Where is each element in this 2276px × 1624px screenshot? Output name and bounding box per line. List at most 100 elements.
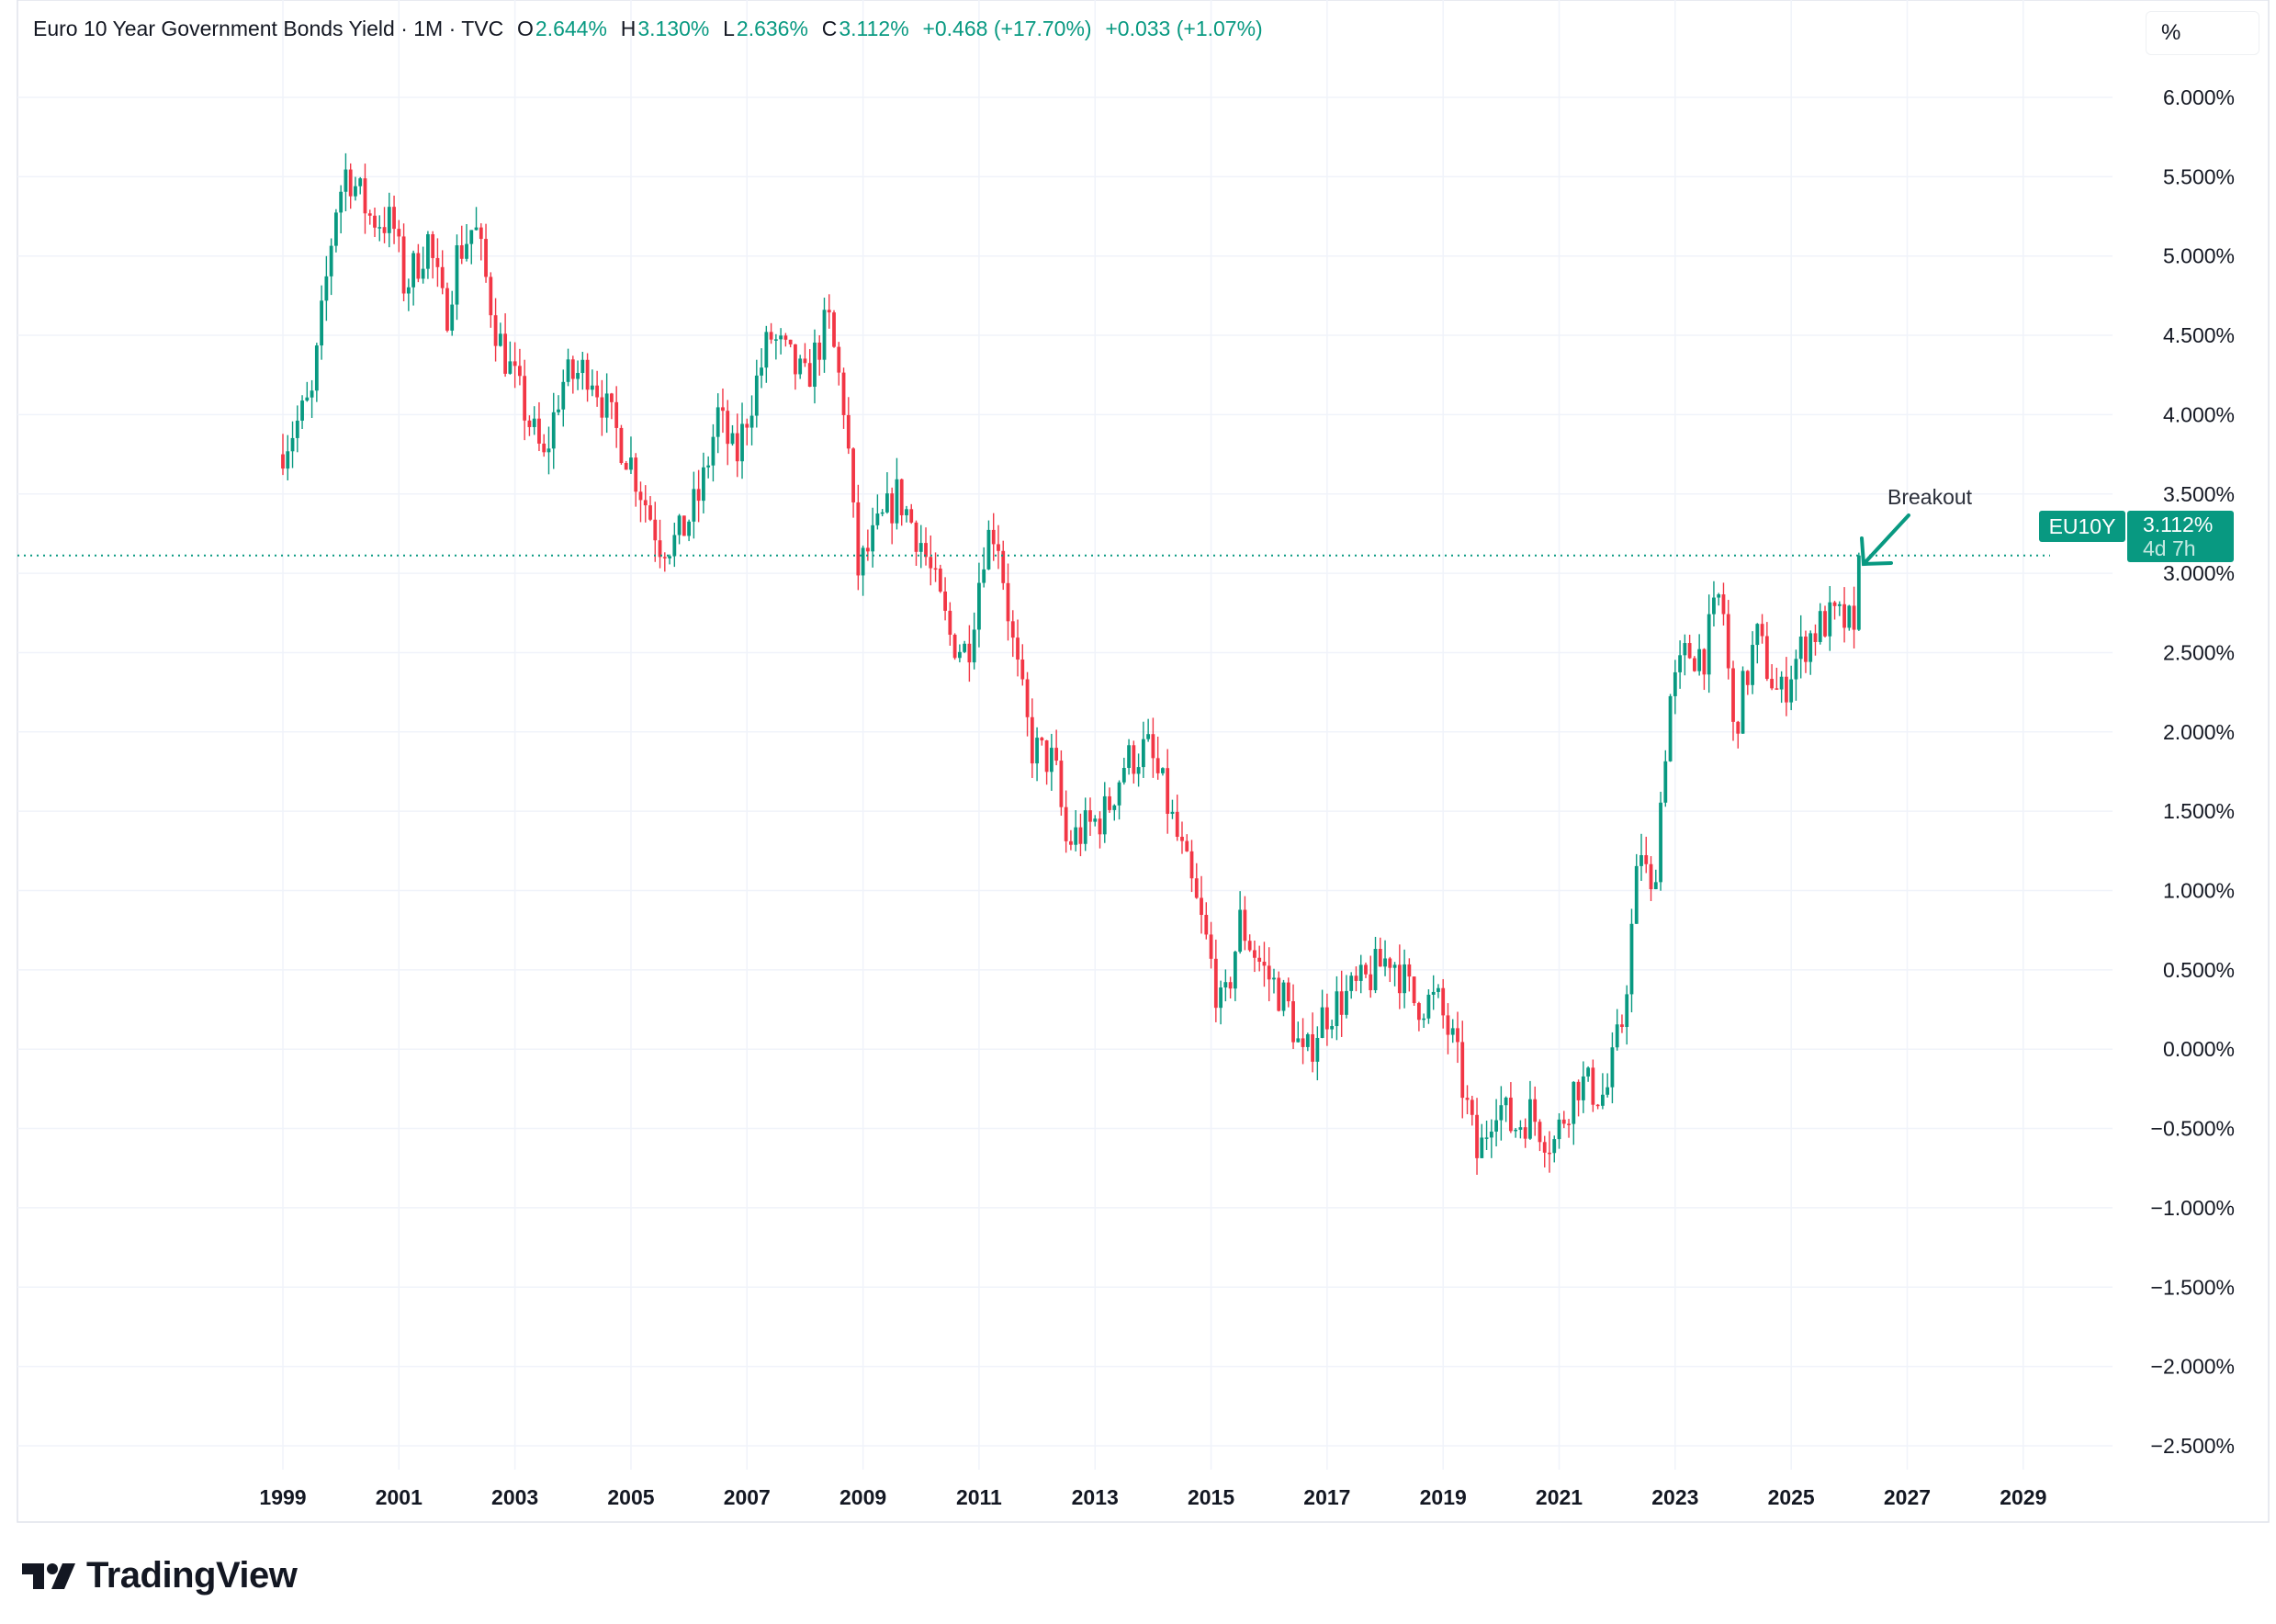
candle-up [1697,634,1702,676]
candle-body [1770,679,1775,689]
candle-down [1286,977,1290,1008]
candle-up [1281,979,1286,1017]
candle-body [788,339,793,344]
candle-down [1185,834,1189,852]
symbol-title[interactable]: Euro 10 Year Government Bonds Yield · 1M… [33,17,504,40]
candle-down [1388,956,1392,983]
candle-down [745,418,749,445]
candle-body [909,509,914,523]
candle-up [546,426,551,475]
candle-up [1330,1020,1335,1039]
candle-down [1416,1001,1421,1032]
candle-down [373,207,377,238]
candle-body [532,418,536,427]
tradingview-logo[interactable]: TradingView [22,1555,298,1596]
candle-body [595,385,600,398]
candle-up [692,471,696,539]
candle-down [1369,955,1373,998]
candle-down [1446,1003,1450,1054]
arrow-icon [1860,513,1910,567]
candle-body [1514,1129,1518,1132]
candle-body [1828,602,1832,637]
candle-up [1450,1019,1455,1043]
candle-body [1755,624,1760,646]
candle-body [822,310,827,360]
candle-body [320,300,324,346]
candle-up [305,381,310,402]
candle-up [1136,753,1141,787]
candle-body [1504,1097,1508,1106]
candle-body [1132,745,1136,774]
candle-body [1751,645,1754,685]
candle-down [1764,622,1769,682]
price-label: EU10Y 3.112% 4d 7h [2039,511,2234,562]
candle-up [1305,1032,1310,1052]
y-tick-label: 0.000% [2163,1037,2235,1061]
candle-up [1634,853,1639,924]
candle-body [1470,1100,1474,1115]
candle-body [590,385,594,390]
candle-down [634,453,638,507]
candle-body [1020,660,1025,680]
candle-down [1770,664,1775,691]
candle-down [1040,737,1044,746]
candle-body [1523,1127,1527,1139]
candle-up [1480,1123,1484,1159]
candle-up [1093,815,1098,827]
candle-body [721,407,725,412]
candle-body [1040,738,1044,741]
candles [281,152,1861,1175]
candle-down [1412,976,1416,1006]
candle-down [397,220,401,253]
candle-up [963,640,967,654]
candle-up [1514,1128,1518,1138]
candle-up [1141,721,1145,778]
candle-body [1117,782,1121,806]
change-value-2: +0.033 (+1.07%) [1105,17,1263,40]
candle-body [300,400,304,421]
candle-body [648,505,652,520]
low-value: 2.636% [736,17,808,40]
change-value: +0.468 (+17.70%) [922,17,1092,40]
candle-down [513,342,517,389]
candle-up [387,192,391,248]
candle-up [566,348,570,387]
candle-body [1180,836,1184,841]
open-value: 2.644% [535,17,607,40]
candle-body [817,342,822,360]
y-tick-label: 4.500% [2163,323,2235,347]
candle-body [1644,855,1649,864]
candle-body [1581,1076,1585,1100]
candle-up [286,434,290,480]
candle-body [783,335,788,340]
candle-down [614,386,619,448]
candle-body [1678,655,1683,672]
candle-body [465,243,468,259]
candle-body [474,227,479,231]
candle-up [1102,782,1107,843]
candle-down [1548,1131,1551,1173]
candle-down [1523,1118,1527,1148]
candle-body [1697,648,1702,671]
candle-body [735,433,739,462]
candle-down [281,434,285,476]
candle-body [715,407,720,437]
candle-body [1311,1034,1314,1062]
candle-body [295,420,299,438]
percent-scale-button[interactable]: % [2146,11,2259,55]
candle-up [1426,989,1431,1024]
candle-body [672,535,677,557]
candle-up [1586,1066,1590,1082]
breakout-annotation[interactable]: Breakout [1860,485,1973,567]
candle-down [484,223,488,283]
y-tick-label: 5.000% [2163,244,2235,268]
candle-down [837,342,841,386]
candle-down [1692,656,1696,672]
candle-body [406,287,411,294]
candle-body [1552,1139,1557,1154]
candle-down [1010,610,1015,658]
candle-down [624,460,628,470]
candle-body [561,381,566,410]
candle-body [382,227,387,233]
